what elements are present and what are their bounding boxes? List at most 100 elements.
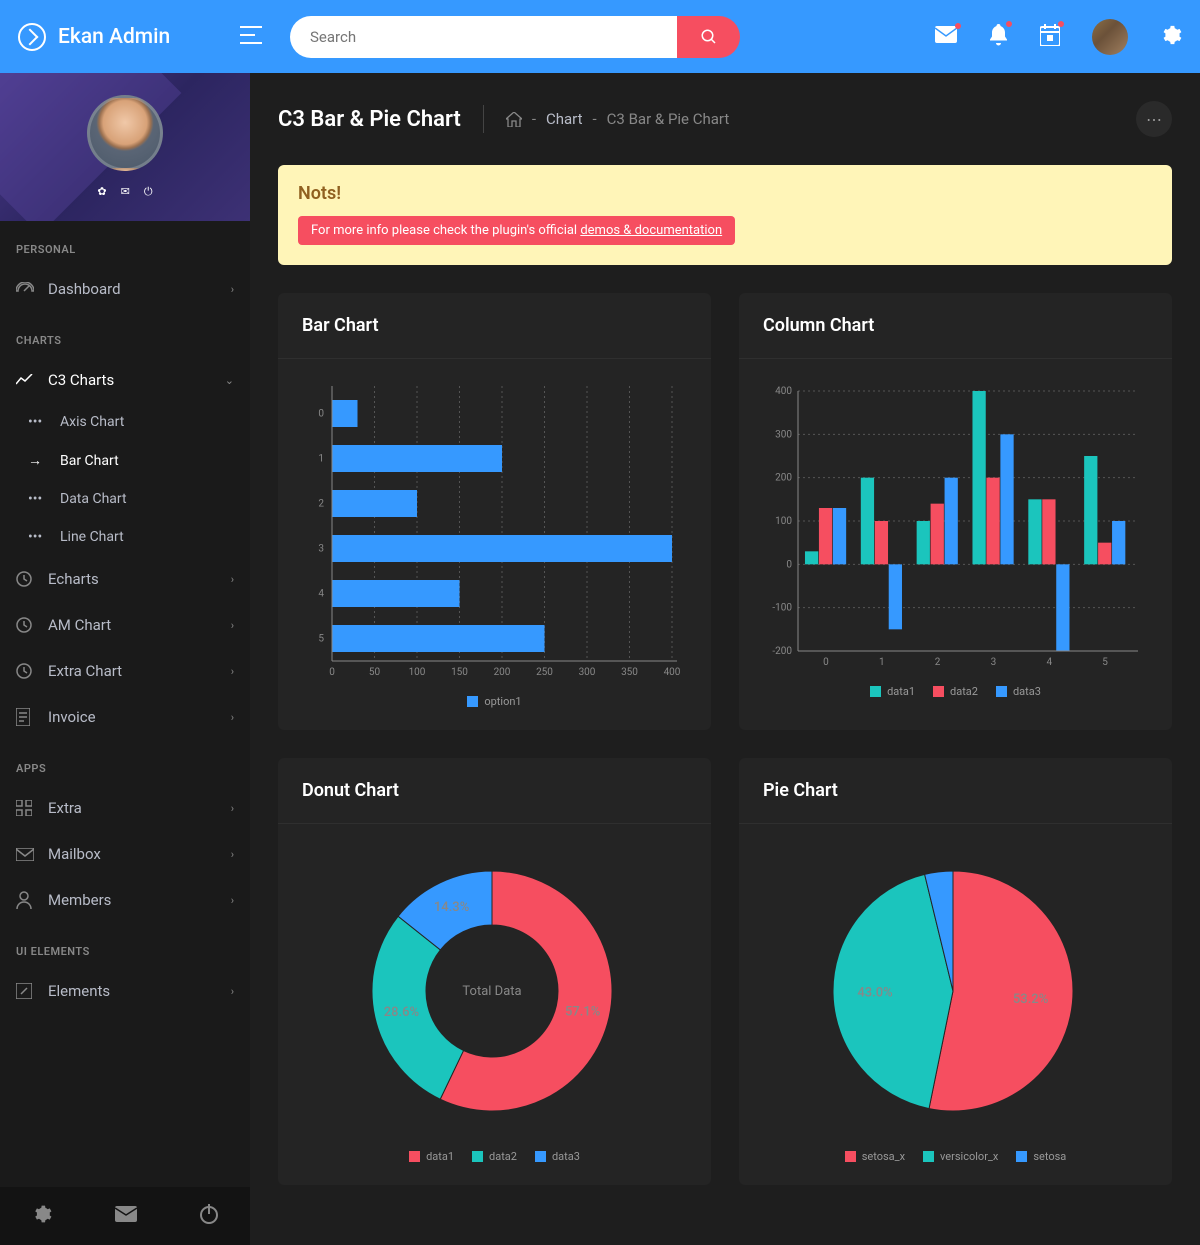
sidebar-item-amchart[interactable]: AM Chart› xyxy=(0,602,250,648)
legend-item[interactable]: data1 xyxy=(409,1150,454,1163)
section-apps: APPS xyxy=(0,740,250,785)
notice-banner: Nots! For more info please check the plu… xyxy=(278,165,1172,265)
svg-text:0: 0 xyxy=(823,657,829,668)
sidebar-footer xyxy=(0,1187,250,1245)
legend-item[interactable]: setosa_x xyxy=(845,1150,905,1163)
footer-power-icon[interactable] xyxy=(200,1204,218,1228)
dots-icon: ••• xyxy=(28,491,60,507)
more-button[interactable]: ⋯ xyxy=(1136,101,1172,137)
clock-icon xyxy=(16,571,48,587)
section-ui: UI ELEMENTS xyxy=(0,923,250,968)
svg-text:1: 1 xyxy=(318,454,324,465)
chart-icon xyxy=(16,374,48,386)
sidebar-item-invoice[interactable]: Invoice› xyxy=(0,694,250,740)
bc-chart[interactable]: Chart xyxy=(546,110,583,128)
svg-text:300: 300 xyxy=(775,429,792,440)
sidebar-item-echarts[interactable]: Echarts› xyxy=(0,556,250,602)
calendar-icon[interactable] xyxy=(1040,24,1060,50)
footer-gear-icon[interactable] xyxy=(32,1204,52,1228)
pie-legend: setosa_x versicolor_x setosa xyxy=(763,1150,1148,1163)
sidebar-item-axis[interactable]: •••Axis Chart xyxy=(0,403,250,441)
dots-icon: ••• xyxy=(28,529,60,545)
sidebar-item-dashboard[interactable]: Dashboard › xyxy=(0,266,250,312)
mail-icon xyxy=(16,848,48,861)
chevron-right-icon: › xyxy=(231,573,234,586)
menu-toggle-icon[interactable] xyxy=(240,26,262,48)
topbar: Ekan Admin xyxy=(0,0,1200,73)
sidebar-item-mailbox[interactable]: Mailbox› xyxy=(0,831,250,877)
sidebar-item-bar[interactable]: →Bar Chart xyxy=(0,441,250,480)
gear-icon[interactable] xyxy=(1160,24,1182,50)
svg-text:0: 0 xyxy=(318,409,324,420)
notice-title: Nots! xyxy=(298,183,1152,204)
notice-pill: For more info please check the plugin's … xyxy=(298,216,735,245)
svg-text:3: 3 xyxy=(318,544,324,555)
sidebar-item-extrachart[interactable]: Extra Chart› xyxy=(0,648,250,694)
avatar[interactable] xyxy=(1092,19,1128,55)
search-button[interactable] xyxy=(677,16,740,58)
column-chart: -200-1000100200300400012345 xyxy=(763,381,1148,675)
svg-text:3: 3 xyxy=(991,657,997,668)
page-title: C3 Bar & Pie Chart xyxy=(278,107,461,132)
legend-item[interactable]: setosa xyxy=(1016,1150,1066,1163)
legend-item[interactable]: data1 xyxy=(870,685,915,698)
sidebar-item-data[interactable]: •••Data Chart xyxy=(0,480,250,518)
chevron-right-icon: › xyxy=(231,711,234,724)
sidebar-item-extra[interactable]: Extra› xyxy=(0,785,250,831)
pie-chart: 53.2% 43.0% xyxy=(763,846,1148,1140)
footer-mail-icon[interactable] xyxy=(115,1206,137,1226)
profile-settings-icon[interactable]: ✿ xyxy=(97,185,106,199)
badge-dot xyxy=(955,23,961,29)
sidebar-item-line[interactable]: •••Line Chart xyxy=(0,518,250,556)
bell-icon[interactable] xyxy=(989,24,1008,50)
svg-text:200: 200 xyxy=(494,667,511,678)
svg-text:43.0%: 43.0% xyxy=(857,985,892,1000)
card-title: Column Chart xyxy=(739,293,1172,359)
svg-text:400: 400 xyxy=(775,386,792,397)
mail-icon[interactable] xyxy=(935,26,957,47)
chevron-right-icon: › xyxy=(231,619,234,632)
badge-dot xyxy=(1058,21,1064,27)
legend-item[interactable]: data2 xyxy=(933,685,978,698)
notice-link[interactable]: demos & documentation xyxy=(580,223,722,238)
svg-text:14.3%: 14.3% xyxy=(434,900,469,915)
dots-icon: ••• xyxy=(28,414,60,430)
svg-text:53.2%: 53.2% xyxy=(1013,992,1048,1007)
svg-text:150: 150 xyxy=(451,667,468,678)
sidebar-item-c3[interactable]: C3 Charts ⌄ xyxy=(0,357,250,403)
legend-item[interactable]: data3 xyxy=(535,1150,580,1163)
svg-text:100: 100 xyxy=(409,667,426,678)
chevron-right-icon: › xyxy=(231,283,234,296)
svg-text:5: 5 xyxy=(318,634,324,645)
badge-dot xyxy=(1006,21,1012,27)
brand-logo[interactable]: Ekan Admin xyxy=(18,23,240,51)
legend-item[interactable]: data2 xyxy=(472,1150,517,1163)
home-icon[interactable] xyxy=(506,112,522,127)
legend-item[interactable]: option1 xyxy=(467,695,521,708)
divider xyxy=(483,105,484,133)
search-input[interactable] xyxy=(290,16,677,58)
donut-chart: 57.1%28.6%14.3%Total Data xyxy=(302,846,687,1140)
sidebar-item-members[interactable]: Members› xyxy=(0,877,250,923)
svg-text:50: 50 xyxy=(369,667,381,678)
profile-power-icon[interactable]: ⏻ xyxy=(144,185,153,199)
legend-item[interactable]: data3 xyxy=(996,685,1041,698)
svg-text:0: 0 xyxy=(329,667,335,678)
card-title: Donut Chart xyxy=(278,758,711,824)
svg-text:300: 300 xyxy=(579,667,596,678)
chevron-right-icon: › xyxy=(231,985,234,998)
sidebar: ✿ ✉ ⏻ PERSONAL Dashboard › CHARTS C3 Cha… xyxy=(0,73,250,1245)
chevron-right-icon: › xyxy=(231,894,234,907)
svg-text:200: 200 xyxy=(775,473,792,484)
profile-mail-icon[interactable]: ✉ xyxy=(121,185,130,199)
edit-icon xyxy=(16,983,48,999)
bar-chart: 050100150200250300350400012345 xyxy=(302,381,687,685)
svg-text:-100: -100 xyxy=(772,603,792,614)
legend-item[interactable]: versicolor_x xyxy=(923,1150,998,1163)
column-legend: data1 data2 data3 xyxy=(763,685,1148,698)
logo-icon xyxy=(18,23,46,51)
sidebar-item-elements[interactable]: Elements› xyxy=(0,968,250,1014)
chevron-right-icon: › xyxy=(231,665,234,678)
donut-legend: data1 data2 data3 xyxy=(302,1150,687,1163)
profile-avatar[interactable] xyxy=(87,95,163,171)
